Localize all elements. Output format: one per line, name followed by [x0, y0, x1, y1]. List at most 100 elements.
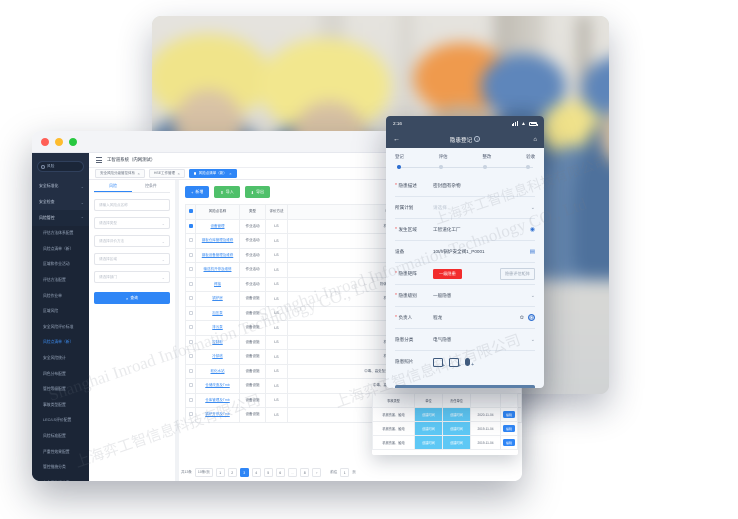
row-name[interactable]: 仓储改造及Tmb: [195, 378, 240, 394]
field-level[interactable]: 隐患级别 一般隐患 ⌄: [395, 285, 535, 307]
sidebar-item-four-color-config[interactable]: 四色分布配置: [32, 366, 89, 382]
level-select[interactable]: 一般隐患 ⌄: [433, 292, 535, 299]
checkbox-icon[interactable]: [188, 383, 193, 388]
row-checkbox-cell[interactable]: [185, 262, 196, 278]
checkbox-icon[interactable]: [188, 267, 193, 272]
step-label-evaluate[interactable]: 评估: [438, 154, 448, 159]
field-description[interactable]: 隐患描述 密封面有杂物: [395, 175, 535, 197]
row-name[interactable]: 钢板仓库管理及维修: [195, 233, 240, 249]
field-device[interactable]: 设备 10t/h锅炉安全阀1_P0001 ▤: [395, 241, 535, 263]
checkbox-icon[interactable]: [188, 296, 193, 301]
field-area[interactable]: 发生区域 工智道化工厂 ◉: [395, 219, 535, 241]
checkbox-icon[interactable]: [188, 209, 193, 214]
row-name[interactable]: 输送机开停及维修: [195, 262, 240, 278]
tab-hse-work[interactable]: HSE工作管理 ×: [148, 169, 185, 178]
sidebar-item-severity-config[interactable]: 严重性效果配置: [32, 444, 89, 460]
add-image-icon[interactable]: [449, 357, 461, 369]
checkbox-icon[interactable]: [188, 397, 193, 402]
step-dot-evaluate[interactable]: [439, 165, 444, 170]
edit-button[interactable]: 编辑: [502, 425, 515, 432]
secondary-table-row[interactable]: 机械伤害、触电 创建时间 创建时间 2019-11-04 编辑: [372, 435, 518, 450]
at-icon[interactable]: @: [528, 314, 535, 321]
sidebar-item-risk-statistics[interactable]: 安全风险统计: [32, 350, 89, 367]
row-name[interactable]: 锅炉房: [195, 291, 240, 307]
row-name[interactable]: 控制柜: [195, 334, 240, 350]
description-input[interactable]: 密封面有杂物: [433, 182, 461, 188]
row-name[interactable]: 排污泵: [195, 320, 240, 336]
select-all-header[interactable]: [185, 204, 196, 220]
row-checkbox-cell[interactable]: [185, 291, 196, 307]
action-cell[interactable]: 编辑: [500, 435, 518, 450]
page-size-select[interactable]: 10条/页: [194, 468, 213, 477]
row-checkbox-cell[interactable]: [185, 247, 196, 263]
submit-button[interactable]: 上报: [395, 385, 535, 388]
step-label-accept[interactable]: 验收: [526, 154, 535, 159]
tab-safety-risk-system[interactable]: 安全风险分级管控体系 ×: [95, 169, 145, 178]
filter-method-select[interactable]: 请选择评价方法 ⌄: [94, 235, 170, 247]
row-checkbox-cell[interactable]: [185, 407, 196, 423]
sidebar-search-input[interactable]: 风险: [37, 161, 84, 172]
checkbox-icon[interactable]: [188, 339, 193, 344]
owner-input[interactable]: 程龙 ✿ @: [433, 314, 535, 321]
close-icon[interactable]: ×: [177, 170, 180, 176]
row-name[interactable]: 锅炉开停及Tmb: [195, 407, 240, 423]
hamburger-icon[interactable]: [96, 157, 102, 163]
row-name[interactable]: 设备管理: [195, 218, 240, 234]
filter-dept-select[interactable]: 请选择部门 ⌄: [94, 271, 170, 283]
home-icon[interactable]: ⌂: [533, 136, 537, 143]
edit-button[interactable]: 编辑: [502, 439, 515, 446]
sidebar-group-risk-control[interactable]: 风险管控 ⌃: [32, 210, 89, 226]
filter-tab-risk[interactable]: 风险: [94, 180, 132, 192]
sidebar-item-eval-system[interactable]: 评估方法体系配置: [32, 226, 89, 242]
sidebar-item-risk-list-new[interactable]: 风险点清单（新）: [32, 241, 89, 258]
row-name[interactable]: 钢板设备管理及维修: [195, 247, 240, 263]
checkbox-icon[interactable]: [188, 238, 193, 243]
filter-type-select[interactable]: 请选择类型 ⌄: [94, 217, 170, 229]
sidebar-item-areas-activities[interactable]: 区域和作业活动: [32, 257, 89, 273]
row-checkbox-cell[interactable]: [185, 378, 196, 394]
window-close-button[interactable]: [41, 137, 49, 146]
row-checkbox-cell[interactable]: [185, 233, 196, 249]
device-icon[interactable]: ▤: [529, 248, 535, 255]
checkbox-icon[interactable]: [188, 368, 193, 373]
field-category[interactable]: 隐患分类 电气隐患 ⌄: [395, 329, 535, 351]
action-cell[interactable]: 编辑: [500, 421, 518, 436]
gear-icon[interactable]: ✿: [519, 314, 524, 321]
add-photo-icon[interactable]: [433, 357, 445, 369]
edit-button[interactable]: 编辑: [502, 411, 515, 418]
secondary-table-row[interactable]: 机械伤害、触电 创建时间 创建时间 2019-11-04 编辑: [372, 421, 518, 436]
checkbox-icon[interactable]: [188, 252, 193, 257]
status-badge-level-1[interactable]: 一级隐患: [433, 268, 462, 279]
row-checkbox-cell[interactable]: [185, 320, 196, 336]
field-plan[interactable]: 所属计划 请选择 ⌄: [395, 197, 535, 219]
page-4[interactable]: 4: [251, 468, 261, 477]
sidebar-item-measure-category[interactable]: 管控措施分类: [32, 459, 89, 476]
sidebar-item-control-level-config[interactable]: 管控等级配置: [32, 381, 89, 398]
step-dot-register[interactable]: [397, 165, 402, 170]
sidebar-group-standardization[interactable]: 安全标准化 ⌄: [32, 178, 89, 194]
row-name[interactable]: 加压泵: [195, 305, 240, 321]
sidebar-item-risk-standard-config[interactable]: 风险标准配置: [32, 428, 89, 445]
page-3-current[interactable]: 3: [239, 468, 249, 477]
tab-risk-list-new[interactable]: 风险点清单（新） ×: [188, 169, 237, 178]
category-select[interactable]: 电气隐患 ⌄: [433, 336, 535, 343]
filter-tab-conditions[interactable]: 控条件: [132, 180, 170, 192]
page-1[interactable]: 1: [215, 468, 225, 477]
checkbox-icon[interactable]: [188, 325, 193, 330]
sidebar-item-accident-type-config[interactable]: 事故类型配置: [32, 397, 89, 414]
field-photos[interactable]: 隐患照片: [395, 351, 535, 373]
area-input[interactable]: 工智道化工厂 ◉: [433, 226, 535, 234]
sidebar-item-risk-eval-standard[interactable]: 安全风险评价标准: [32, 319, 89, 336]
row-checkbox-cell[interactable]: [185, 305, 196, 321]
export-button[interactable]: ⬇ 导出: [244, 186, 271, 198]
secondary-table-row[interactable]: 机械伤害、触电 创建时间 创建时间 2020-11-04 编辑: [372, 407, 518, 422]
search-button[interactable]: ⌕ 查询: [94, 292, 170, 304]
matrix-button[interactable]: 隐患评估矩阵: [499, 267, 535, 280]
row-name[interactable]: 冷却塔: [195, 349, 240, 365]
row-name[interactable]: 软化水站: [195, 363, 240, 379]
close-icon[interactable]: ×: [137, 170, 140, 176]
filter-name-input[interactable]: 请输入风险点名称: [94, 199, 170, 211]
device-input[interactable]: 10t/h锅炉安全阀1_P0001 ▤: [433, 248, 535, 255]
row-name[interactable]: 焊接: [195, 276, 240, 292]
map-pin-icon[interactable]: ◉: [529, 227, 535, 233]
